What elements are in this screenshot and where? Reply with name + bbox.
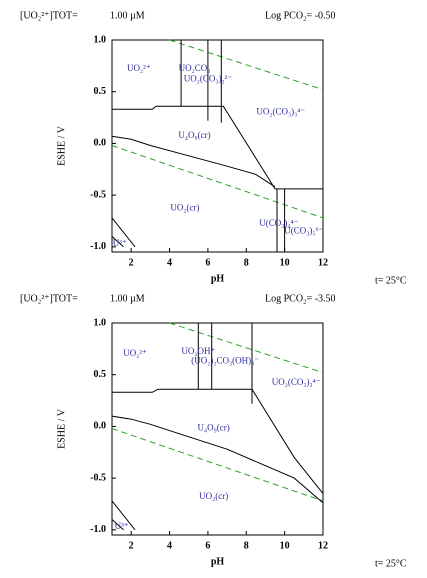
x-tick-label: 2 [129, 540, 134, 551]
y-tick-label: -1.0 [90, 241, 106, 252]
x-tick-label: 12 [318, 540, 328, 551]
y-tick-label: 0.5 [94, 86, 107, 97]
region-label: UO₂(cr) [199, 491, 228, 501]
boundary-line [111, 519, 124, 531]
header-mid: 1.00 µM [110, 293, 145, 304]
y-tick-label: 0.0 [94, 138, 107, 149]
region-label: U³⁺ [113, 238, 127, 248]
region-label: U₄O₉(cr) [178, 130, 210, 140]
boundary-line [111, 217, 136, 248]
header-right: Log PCO₂= -0.50 [265, 10, 336, 21]
region-label: U(CO₃)₅⁶⁻ [284, 225, 323, 235]
boundary-line [111, 500, 136, 531]
x-tick-label: 6 [205, 540, 210, 551]
x-tick-label: 10 [280, 257, 290, 268]
header-left: [UO₂²⁺]TOT= [20, 10, 78, 21]
y-tick-label: -0.5 [90, 189, 106, 200]
boundary-line [112, 388, 324, 494]
region-label: UO₂(CO₃)₃⁴⁻ [272, 377, 321, 387]
y-tick-label: 1.0 [94, 317, 107, 328]
boundary-line [169, 322, 324, 374]
x-tick-label: 4 [167, 540, 172, 551]
y-tick-label: 1.0 [94, 34, 107, 45]
x-tick-label: 2 [129, 257, 134, 268]
boundary-line [111, 145, 324, 219]
y-axis-label: ESHE / V [56, 408, 67, 449]
x-tick-label: 12 [318, 257, 328, 268]
region-label: UO₂CO₃ [179, 63, 211, 73]
y-tick-label: 0.0 [94, 421, 107, 432]
header-mid: 1.00 µM [110, 10, 145, 21]
x-axis-label: pH [211, 556, 225, 567]
region-label: U₄O₉(cr) [198, 423, 230, 433]
boundary-line [112, 105, 323, 190]
x-tick-label: 8 [244, 540, 249, 551]
boundary-line [111, 135, 276, 188]
y-tick-label: 0.5 [94, 369, 107, 380]
region-label: UO₂OH⁺ [181, 346, 215, 356]
boundary-line [111, 415, 324, 504]
region-label: UO₂²⁺ [127, 63, 151, 73]
region-label: UO₂²⁺ [123, 348, 147, 358]
boundary-line [111, 236, 124, 248]
region-label: UO₂(CO₃)₃⁴⁻ [256, 106, 305, 116]
y-axis-label: ESHE / V [56, 125, 67, 166]
y-tick-label: -0.5 [90, 472, 106, 483]
footnote: t= 25°C [375, 275, 407, 286]
x-axis-label: pH [211, 273, 225, 284]
footnote: t= 25°C [375, 558, 407, 569]
region-label: U(CO₃)₄⁴⁻ [259, 218, 298, 228]
x-tick-label: 6 [205, 257, 210, 268]
boundary-line [111, 428, 324, 502]
y-tick-label: -1.0 [90, 524, 106, 535]
header-left: [UO₂²⁺]TOT= [20, 293, 78, 304]
x-tick-label: 10 [280, 540, 290, 551]
region-label: U³⁺ [115, 521, 129, 531]
region-label: (UO₂)₂CO₃(OH)₃⁻ [191, 355, 259, 365]
x-tick-label: 8 [244, 257, 249, 268]
region-label: UO₂(CO₃)₂²⁻ [184, 73, 233, 83]
boundary-line [169, 39, 324, 91]
region-label: UO₂(cr) [170, 203, 199, 213]
header-right: Log PCO₂= -3.50 [265, 293, 336, 304]
x-tick-label: 4 [167, 257, 172, 268]
